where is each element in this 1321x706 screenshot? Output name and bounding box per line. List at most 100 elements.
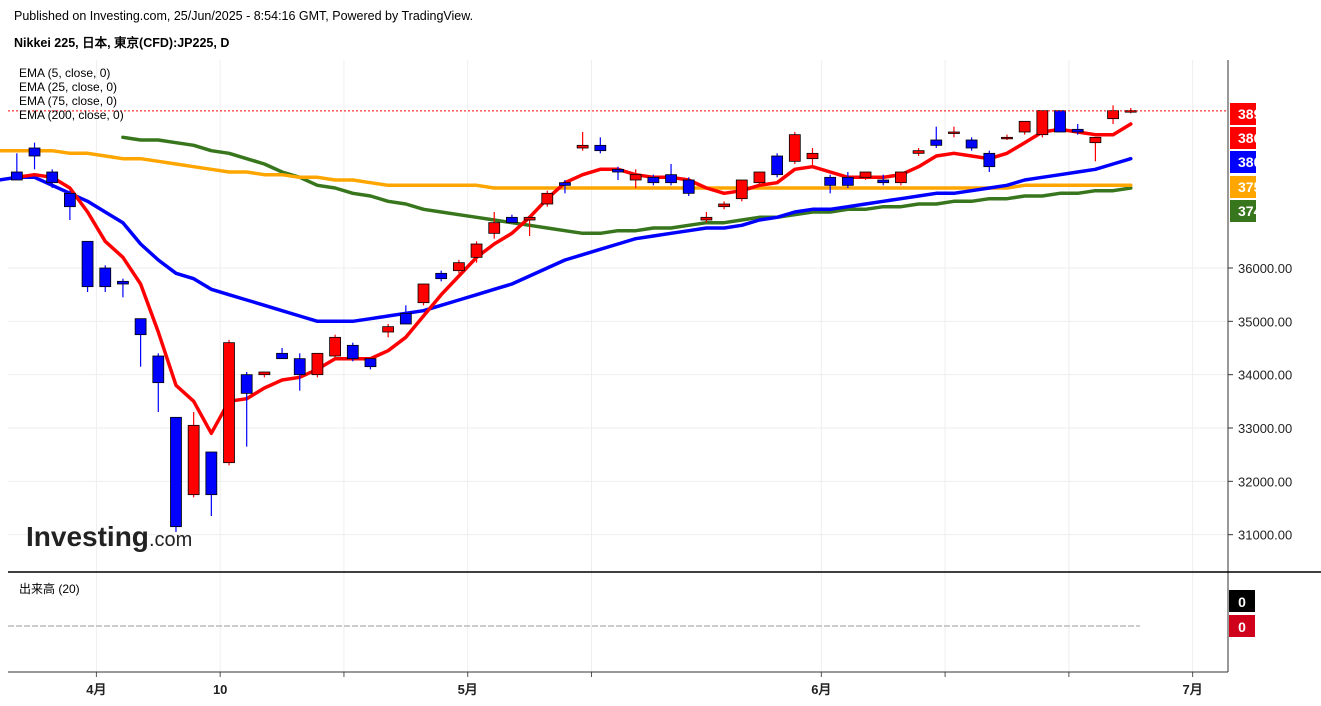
price-label-bg (1230, 103, 1256, 125)
y-tick-label: 33000.00 (1238, 421, 1292, 436)
candle-body (912, 150, 925, 154)
price-label-bg (1230, 200, 1256, 222)
candle-body (753, 171, 766, 184)
candle-body (1001, 136, 1013, 140)
candle (276, 348, 288, 360)
candle-body (930, 139, 943, 146)
legend-entry: EMA (5, close, 0) (19, 66, 110, 80)
y-tick-label: 35000.00 (1238, 314, 1292, 329)
candle (364, 358, 377, 370)
candle (629, 169, 642, 188)
price-label-bg (1230, 151, 1256, 173)
candle (1054, 110, 1066, 133)
candle-body (700, 216, 713, 221)
candle-body (682, 179, 695, 194)
candle-body (258, 371, 271, 376)
candle (134, 318, 147, 367)
candle-body (311, 352, 324, 376)
y-tick-label: 32000.00 (1238, 474, 1292, 489)
candle-body (1018, 120, 1031, 133)
candle-body (329, 336, 341, 357)
legend-entry: EMA (200, close, 0) (19, 108, 124, 122)
candle-body (364, 358, 377, 368)
candle (64, 190, 76, 220)
logo-suffix-text: .com (149, 529, 192, 551)
axes: 4月 10 5月 6月 7月 31000.00 32000.00 33000.00 34000.… (8, 60, 1321, 697)
candle (46, 169, 59, 188)
candle (205, 451, 218, 516)
candle (788, 132, 801, 164)
candle (824, 174, 837, 194)
candle-body (223, 342, 235, 464)
price-label-text: 38064.02 (1238, 154, 1297, 170)
candle (435, 270, 448, 282)
candle-body (28, 147, 41, 157)
candle-body (735, 179, 748, 200)
candle (523, 216, 536, 236)
candle-body (788, 134, 801, 162)
candle-body (859, 171, 872, 178)
candle-body (523, 216, 536, 221)
volume-badge-text: 0 (1238, 594, 1246, 610)
price-label-text: 37556.78 (1238, 179, 1297, 195)
logo-main-text: Investing (26, 521, 149, 552)
candle-body (965, 139, 978, 149)
candle-body (1036, 110, 1049, 136)
ema25-line (0, 156, 1133, 324)
candle (293, 353, 306, 391)
candle (576, 132, 589, 151)
candle (1107, 105, 1119, 124)
legend-entry: EMA (75, close, 0) (19, 94, 117, 108)
candle (1036, 110, 1049, 138)
candle-body (1089, 136, 1102, 144)
candle (223, 340, 235, 466)
y-tick-label: 36000.00 (1238, 261, 1292, 276)
candle-body (134, 318, 147, 336)
candle-body (718, 203, 730, 208)
candle (541, 190, 554, 207)
candle (1018, 120, 1031, 135)
candle (647, 174, 660, 186)
candle (682, 177, 695, 196)
candle (559, 180, 571, 194)
candle (28, 142, 41, 170)
candles (10, 105, 1137, 532)
candle-body (541, 192, 554, 205)
candle-body (488, 222, 501, 234)
candle-body (665, 174, 677, 184)
candle (329, 334, 341, 359)
candle-body (117, 280, 129, 285)
candle (506, 214, 518, 224)
candle (594, 137, 607, 154)
candle-body (382, 326, 395, 333)
candle (735, 179, 748, 202)
candle-body (435, 272, 448, 280)
candle (612, 166, 624, 180)
candle-body (240, 374, 253, 394)
candle-body (806, 152, 819, 160)
candle (895, 171, 907, 186)
price-label-bg (1230, 127, 1256, 149)
candle (718, 201, 730, 210)
candle-body (452, 262, 465, 272)
candle-body (647, 176, 660, 184)
candle (99, 265, 112, 292)
ema-lines (0, 122, 1133, 436)
candle-body (470, 243, 483, 258)
candle (859, 171, 872, 180)
volume-badge-bg (1229, 590, 1255, 612)
candle-body (99, 267, 112, 288)
candle-body (1107, 110, 1119, 120)
candle-body (46, 171, 59, 184)
x-tick-label: 10 (213, 682, 227, 697)
volume-panel: 出来高 (20) 0 0 (8, 581, 1255, 637)
candle (806, 148, 819, 167)
candle (417, 283, 430, 306)
candle-body (170, 416, 182, 528)
candle (10, 153, 23, 181)
candle-body (629, 174, 642, 181)
y-tick-label: 34000.00 (1238, 368, 1292, 383)
candle-body (895, 171, 907, 184)
candle (912, 148, 925, 156)
